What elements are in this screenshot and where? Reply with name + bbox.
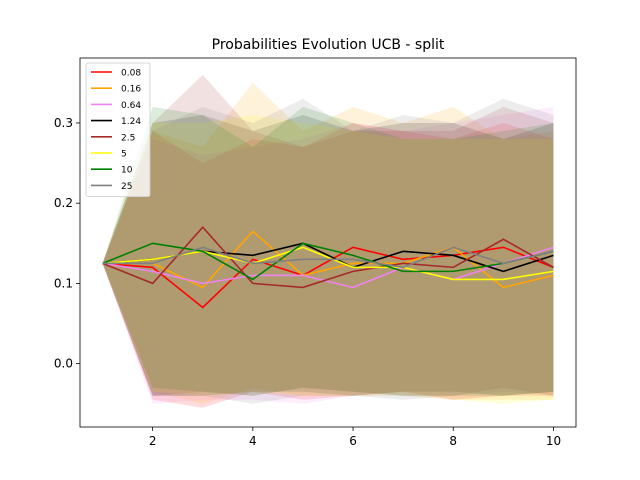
x-axis: 2 4 6 8 10 <box>149 427 561 448</box>
series-lines <box>102 226 554 309</box>
band-series-7 <box>102 98 554 404</box>
legend: 0.08 0.16 0.64 1.24 2.5 5 10 25 <box>85 62 151 198</box>
x-tick-label: 4 <box>249 434 257 448</box>
band-series-6 <box>102 106 554 396</box>
legend-box <box>85 62 151 198</box>
line-series-6 <box>102 242 554 281</box>
y-tick-label: 0.2 <box>54 196 73 210</box>
y-tick-label: 0.3 <box>54 116 73 130</box>
x-tick-label: 8 <box>449 434 457 448</box>
x-tick-label: 10 <box>546 434 561 448</box>
y-axis: 0.0 0.1 0.2 0.3 <box>54 116 80 371</box>
line-series-0 <box>102 246 554 309</box>
legend-label-5: 5 <box>121 150 127 160</box>
band-series-4 <box>102 74 554 396</box>
line-series-7 <box>102 246 554 269</box>
legend-label-7: 25 <box>121 182 132 192</box>
y-tick-label: 0.1 <box>54 276 73 290</box>
x-tick-label: 2 <box>149 434 157 448</box>
band-series-0 <box>102 122 554 408</box>
confidence-bands <box>102 74 554 408</box>
legend-label-4: 2.5 <box>121 133 135 143</box>
legend-label-6: 10 <box>121 166 133 176</box>
line-series-2 <box>102 246 554 289</box>
legend-label-2: 0.64 <box>121 101 141 111</box>
chart-title: Probabilities Evolution UCB - split <box>212 37 445 53</box>
y-tick-label: 0.0 <box>54 357 73 371</box>
x-tick-label: 6 <box>349 434 357 448</box>
legend-label-0: 0.08 <box>121 69 141 79</box>
plot-frame <box>79 57 577 428</box>
legend-label-1: 0.16 <box>121 85 141 95</box>
band-series-1 <box>102 82 554 404</box>
legend-label-3: 1.24 <box>121 117 141 127</box>
